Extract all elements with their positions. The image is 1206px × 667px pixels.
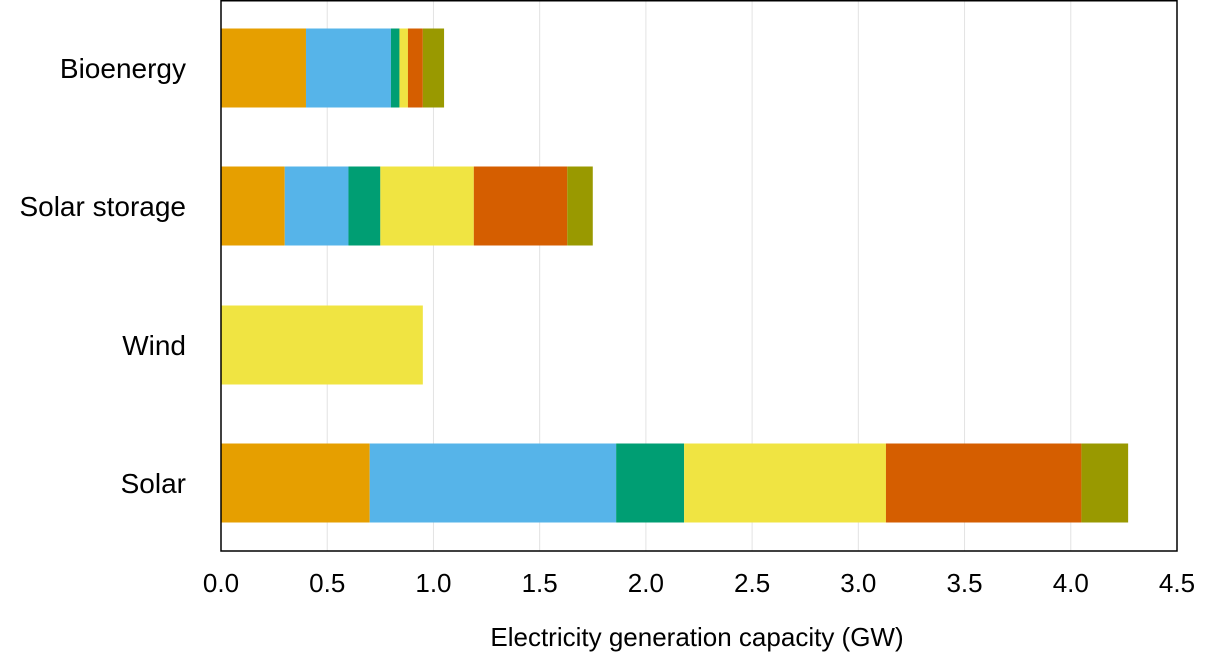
bar-segment <box>221 443 370 523</box>
bar-segment <box>284 166 349 246</box>
bar-segment <box>380 166 474 246</box>
bar-segment <box>422 28 445 108</box>
category-label: Wind <box>122 330 186 361</box>
plot-frame <box>220 0 1178 552</box>
bar-segment <box>348 166 381 246</box>
category-label: Solar <box>121 468 186 499</box>
bar-segment <box>567 166 593 246</box>
x-tick-label: 3.5 <box>946 568 982 598</box>
x-tick-label: 2.5 <box>734 568 770 598</box>
bar-segment <box>684 443 886 523</box>
x-tick-label: 1.0 <box>415 568 451 598</box>
x-tick-label: 4.0 <box>1053 568 1089 598</box>
bar-segment <box>369 443 617 523</box>
x-tick-label: 4.5 <box>1159 568 1195 598</box>
category-labels: Bioenergy Solar storage Wind Solar <box>19 53 186 499</box>
x-tick-label: 2.0 <box>628 568 664 598</box>
bar-segment <box>1081 443 1129 523</box>
category-label: Solar storage <box>19 191 186 222</box>
bar-segment <box>221 28 306 108</box>
bar-segment <box>390 28 400 108</box>
x-tick-labels: 0.0 0.5 1.0 1.5 2.0 2.5 3.0 3.5 4.0 4.5 <box>203 568 1195 598</box>
bar-segment <box>221 305 423 385</box>
category-label: Bioenergy <box>60 53 186 84</box>
bar-segment <box>616 443 685 523</box>
x-tick-label: 3.0 <box>840 568 876 598</box>
bar-segment <box>399 28 408 108</box>
x-tick-label: 0.0 <box>203 568 239 598</box>
bar-segment <box>885 443 1082 523</box>
x-tick-label: 0.5 <box>309 568 345 598</box>
bar-segment <box>221 166 285 246</box>
bar-segment <box>407 28 423 108</box>
x-tick-label: 1.5 <box>522 568 558 598</box>
bar-segment <box>305 28 391 108</box>
bars <box>221 28 1129 523</box>
x-axis-title: Electricity generation capacity (GW) <box>490 622 903 652</box>
bar-segment <box>473 166 568 246</box>
